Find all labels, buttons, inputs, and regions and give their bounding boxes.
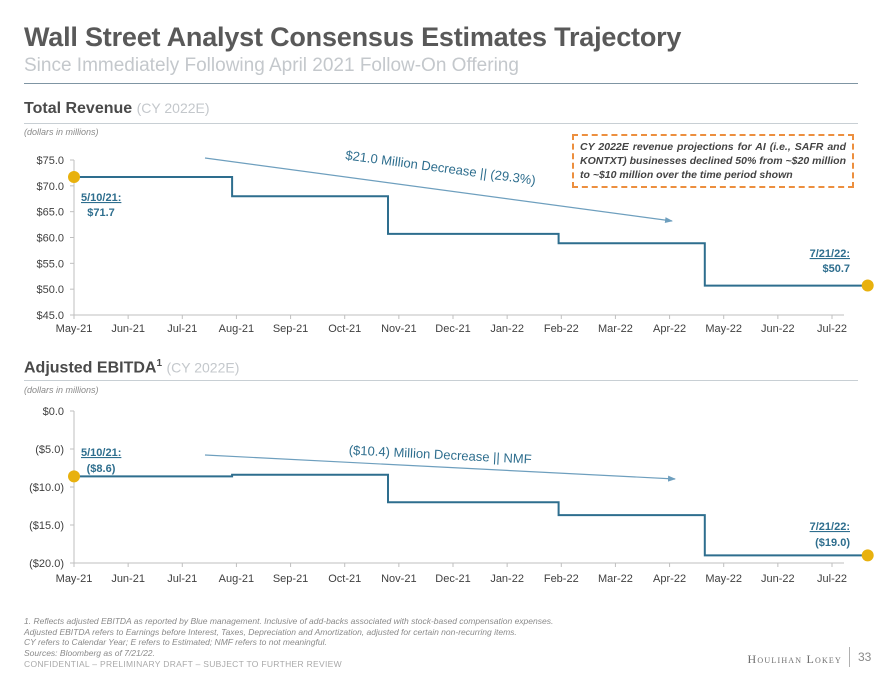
revenue-y-tick-label: $75.0 <box>36 155 64 167</box>
revenue-qualifier: (CY 2022E) <box>136 100 210 116</box>
ebitda-section-title: Adjusted EBITDA1 (CY 2022E) <box>24 358 239 377</box>
revenue-start-date-label: 5/10/21: <box>81 192 121 204</box>
ebitda-x-tick-label: Feb-22 <box>544 573 579 585</box>
revenue-x-tick-label: Feb-22 <box>544 323 579 335</box>
title-divider <box>24 83 858 84</box>
revenue-title-text: Total Revenue <box>24 100 133 117</box>
ebitda-y-tick-label: ($5.0) <box>35 444 64 456</box>
revenue-x-tick-label: Oct-21 <box>328 323 361 335</box>
revenue-x-tick-label: May-21 <box>56 323 93 335</box>
revenue-unit-note: (dollars in millions) <box>24 127 99 137</box>
revenue-x-tick-label: Jun-21 <box>111 323 145 335</box>
ebitda-trend-arrow <box>204 454 676 482</box>
revenue-section-divider <box>24 123 858 124</box>
revenue-y-tick-label: $50.0 <box>36 284 64 296</box>
ebitda-y-tick-label: ($10.0) <box>29 482 64 494</box>
ebitda-end-value-label: ($19.0) <box>815 537 850 549</box>
revenue-y-tick-label: $55.0 <box>36 258 64 270</box>
ebitda-y-tick-label: ($20.0) <box>29 558 64 570</box>
ebitda-end-marker <box>861 549 874 562</box>
confidential-notice: CONFIDENTIAL – PRELIMINARY DRAFT – SUBJE… <box>24 659 342 669</box>
ebitda-section-divider <box>24 380 858 381</box>
revenue-callout-box: CY 2022E revenue projections for AI (i.e… <box>572 134 854 188</box>
revenue-x-tick-label: Mar-22 <box>598 323 633 335</box>
ebitda-title-text: Adjusted EBITDA <box>24 359 157 377</box>
revenue-x-tick-label: Jul-22 <box>817 323 847 335</box>
revenue-x-tick-label: Sep-21 <box>273 323 308 335</box>
ebitda-x-tick-label: Jun-21 <box>111 573 145 585</box>
footnote-2: Adjusted EBITDA refers to Earnings befor… <box>24 626 517 637</box>
brand-separator <box>849 647 850 667</box>
ebitda-x-tick-label: Apr-22 <box>653 573 686 585</box>
ebitda-end-date-label: 7/21/22: <box>810 521 850 533</box>
revenue-y-tick-label: $65.0 <box>36 207 64 219</box>
revenue-end-date-label: 7/21/22: <box>810 248 850 260</box>
ebitda-x-tick-label: May-22 <box>705 573 742 585</box>
footnote-sources: Sources: Bloomberg as of 7/21/22. <box>24 647 155 658</box>
ebitda-x-tick-label: Jun-22 <box>761 573 795 585</box>
revenue-x-tick-label: Apr-22 <box>653 323 686 335</box>
revenue-end-marker <box>861 279 874 292</box>
revenue-x-tick-label: Jun-22 <box>761 323 795 335</box>
revenue-trend-arrow <box>204 157 673 224</box>
page-title: Wall Street Analyst Consensus Estimates … <box>24 22 682 52</box>
ebitda-x-tick-label: Mar-22 <box>598 573 633 585</box>
ebitda-x-tick-label: Jul-21 <box>167 573 197 585</box>
ebitda-x-tick-label: Sep-21 <box>273 573 308 585</box>
ebitda-qualifier: (CY 2022E) <box>166 359 240 376</box>
ebitda-x-tick-label: Jul-22 <box>817 573 847 585</box>
revenue-x-tick-label: Nov-21 <box>381 323 416 335</box>
ebitda-x-tick-label: Nov-21 <box>381 573 416 585</box>
revenue-x-tick-label: Jan-22 <box>490 323 524 335</box>
ebitda-x-tick-label: Aug-21 <box>219 573 254 585</box>
revenue-series-line <box>74 176 868 287</box>
ebitda-x-tick-label: May-21 <box>56 573 93 585</box>
revenue-x-tick-label: Aug-21 <box>219 323 254 335</box>
revenue-x-tick-label: Dec-21 <box>435 323 470 335</box>
ebitda-unit-note: (dollars in millions) <box>24 385 99 395</box>
revenue-x-tick-label: May-22 <box>705 323 742 335</box>
footnote-1: 1. Reflects adjusted EBITDA as reported … <box>24 616 554 626</box>
footnote-3: CY refers to Calendar Year; E refers to … <box>24 637 327 648</box>
revenue-trend-annotation: $21.0 Million Decrease || (29.3%) <box>345 147 537 187</box>
ebitda-x-tick-label: Dec-21 <box>435 573 470 585</box>
revenue-y-tick-label: $70.0 <box>36 181 64 193</box>
revenue-x-tick-label: Jul-21 <box>167 323 197 335</box>
page-number: 33 <box>858 650 872 664</box>
revenue-section-title: Total Revenue (CY 2022E) <box>24 100 210 118</box>
revenue-y-tick-label: $45.0 <box>36 310 64 322</box>
ebitda-start-date-label: 5/10/21: <box>81 447 121 459</box>
ebitda-footnote-ref: 1 <box>156 358 163 369</box>
revenue-start-marker <box>68 171 80 184</box>
ebitda-x-tick-label: Jan-22 <box>490 573 524 585</box>
footnotes: 1. Reflects adjusted EBITDA as reported … <box>24 616 553 658</box>
ebitda-start-marker <box>68 470 80 483</box>
ebitda-y-tick-label: ($15.0) <box>29 520 64 532</box>
revenue-end-value-label: $50.7 <box>822 263 850 275</box>
page-subtitle: Since Immediately Following April 2021 F… <box>24 55 519 76</box>
ebitda-trend-annotation: ($10.4) Million Decrease || NMF <box>348 442 532 466</box>
ebitda-start-value-label: ($8.6) <box>87 463 116 475</box>
brand-logo-text: Houlihan Lokey <box>747 652 842 666</box>
ebitda-y-tick-label: $0.0 <box>43 406 64 418</box>
ebitda-x-tick-label: Oct-21 <box>328 573 361 585</box>
ebitda-series-line <box>74 473 868 557</box>
ebitda-chart: ($20.0) ($15.0) ($10.0) ($5.0) $0.0 May-21 Jun… <box>29 406 874 585</box>
revenue-y-tick-label: $60.0 <box>36 233 64 245</box>
revenue-start-value-label: $71.7 <box>87 207 115 219</box>
